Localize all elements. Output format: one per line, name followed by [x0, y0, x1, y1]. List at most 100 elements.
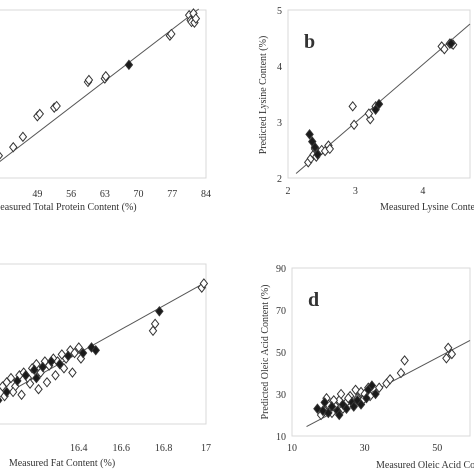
panel-c-point-filled — [0, 397, 3, 404]
panel-a-point-open — [191, 13, 201, 24]
panel-c-x-axis-label: Measured Fat Content (%) — [9, 458, 115, 469]
panel-c-point-filled — [21, 370, 31, 381]
panel-d-point-open — [385, 373, 395, 385]
panel-c-point-open — [17, 389, 26, 401]
panel-b-plot-border — [287, 9, 471, 179]
panel-d-y-tick-label: 10 — [276, 432, 286, 443]
panel-c-point-open — [25, 378, 35, 389]
panel-c-point-open — [51, 370, 60, 381]
panel-c-point-open — [34, 383, 43, 395]
panel-d-point-open — [336, 388, 346, 400]
panel-b-point-open — [325, 143, 335, 155]
panel-c-point-open — [199, 278, 209, 289]
panel-d-y-tick-label: 70 — [276, 306, 286, 317]
panel-a-x-tick-label: 77 — [167, 189, 177, 200]
panel-c-point-open — [57, 349, 67, 360]
panel-a-x-tick-label: 56 — [66, 189, 76, 200]
panel-c-x-tick-label: 17 — [201, 443, 211, 454]
panel-b-point-open — [365, 113, 375, 125]
panel-d-point-open — [443, 342, 453, 354]
panel-c-point-open — [6, 372, 16, 384]
panel-c-point-open — [42, 376, 52, 388]
panel-b-y-tick-label: 2 — [277, 174, 282, 185]
panel-b-y-axis-label: Predicted Lysine Content (%) — [258, 36, 269, 155]
panel-d-point-filled — [313, 403, 322, 415]
panel-d-point-filled — [320, 397, 329, 408]
panel-a-x-tick-label: 70 — [134, 189, 144, 200]
panel-b-point-open — [440, 43, 449, 55]
panel-c-point-filled — [63, 350, 73, 362]
panel-c-point-open — [70, 347, 79, 359]
panel-d-point-filled — [349, 401, 358, 412]
panel-c-point-filled — [91, 344, 101, 356]
panel-a-point-open — [0, 151, 4, 160]
panel-a-point-open — [18, 131, 28, 143]
panel-b-point-filled — [313, 149, 322, 160]
panel-d-point-open — [396, 367, 406, 379]
panel-d-point-open — [442, 352, 451, 364]
panel-d-x-tick-label: 30 — [360, 443, 370, 454]
panel-b-point-filled — [305, 129, 314, 140]
panel-c-point-filled — [30, 364, 39, 376]
panel-b-point-open — [348, 101, 357, 112]
panel-a-point-open — [35, 108, 45, 120]
panel-c-point-filled — [46, 356, 56, 367]
panel-d-point-open — [374, 382, 384, 394]
panel-c-point-filled — [2, 386, 11, 398]
panel-d-y-tick-label: 90 — [276, 264, 286, 275]
panel-b-x-tick-label: 4 — [420, 186, 425, 197]
panel-b-point-open — [349, 119, 359, 131]
panel-b-point-filled — [371, 104, 380, 115]
panel-d-point-open — [351, 384, 360, 396]
panel-d-point-filled — [342, 403, 351, 415]
panel-d-point-filled — [324, 407, 333, 419]
panel-a-point-open — [52, 100, 61, 112]
panel-a-point-open — [84, 74, 94, 86]
panel-d-point-filled — [356, 399, 366, 410]
panel-a-plot-border — [0, 9, 207, 179]
panel-d-point-open — [447, 348, 457, 360]
panel-a-x-tick-label: 63 — [100, 189, 110, 200]
panel-d-point-filled — [362, 392, 371, 404]
panel-a-x-tick-label: 49 — [32, 189, 42, 200]
panel-d-point-filled — [334, 409, 344, 421]
panel-c-point-open — [74, 342, 84, 353]
panel-c-point-open — [8, 386, 18, 398]
panel-a-fit-line — [0, 8, 200, 163]
panel-a-point-open — [167, 28, 176, 40]
panel-c-x-tick-label: 16.8 — [155, 443, 173, 454]
panel-c-point-filled — [155, 306, 164, 317]
panel-b-y-tick-label: 3 — [277, 118, 282, 129]
panel-c-point-filled — [55, 358, 64, 370]
panel-c-point-open — [150, 318, 160, 330]
panel-a-point-filled — [124, 59, 134, 71]
panel-a-point-open — [101, 70, 111, 82]
panel-c-point-filled — [38, 361, 48, 373]
panel-c-point-filled — [13, 375, 22, 387]
panel-d-x-tick-label: 50 — [432, 443, 442, 454]
panel-a-x-axis-label: Measured Total Protein Content (%) — [0, 202, 137, 213]
panel-c-point-open — [68, 367, 77, 378]
panel-d-point-open — [400, 355, 409, 366]
panel-b-x-tick-label: 2 — [286, 186, 291, 197]
panel-d-point-filled — [327, 401, 337, 412]
panel-b-y-tick-label: 4 — [277, 62, 282, 73]
panel-c-point-filled — [78, 347, 88, 359]
panel-b-point-filled — [446, 38, 456, 49]
panel-b-y-tick-label: 5 — [277, 6, 282, 17]
panel-d-point-filled — [318, 405, 328, 417]
panel-b-x-axis-label: Measured Lysine Content — [380, 202, 474, 213]
panel-c-point-filled — [32, 372, 41, 384]
panel-b-point-filled — [310, 141, 320, 153]
panel-d-y-tick-label: 50 — [276, 348, 286, 359]
panel-d-point-filled — [371, 388, 380, 400]
panel-d-y-tick-label: 30 — [276, 390, 286, 401]
panel-d-point-filled — [364, 384, 373, 396]
panel-c-x-tick-label: 16.4 — [70, 443, 88, 454]
panel-d-y-axis-label: Predicted Oleic Acid Content (%) — [260, 285, 271, 420]
panel-b-point-filled — [374, 98, 384, 110]
panel-d-letter: d — [308, 289, 319, 311]
panel-b-point-open — [364, 108, 374, 119]
panel-c-x-tick-label: 16.6 — [112, 443, 130, 454]
